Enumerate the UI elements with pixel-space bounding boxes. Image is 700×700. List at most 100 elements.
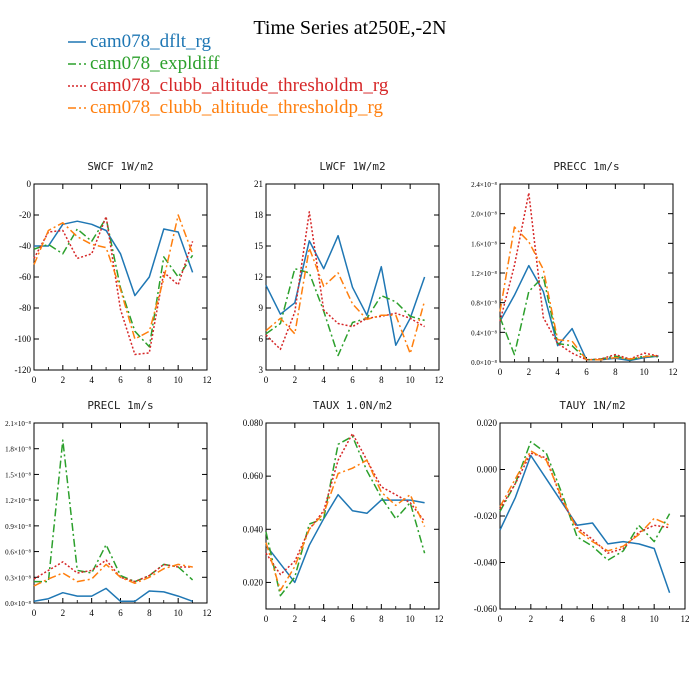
- y-tick-label: 0.000: [477, 465, 498, 475]
- series-line: [33, 214, 194, 340]
- y-tick-label: 0: [27, 179, 32, 189]
- x-tick-label: 0: [32, 608, 37, 618]
- legend-label: cam078_clubb_altitude_thresholdp_rg: [90, 97, 384, 118]
- series-line: [33, 215, 194, 356]
- panel-title: PRECL 1m/s: [87, 399, 153, 412]
- y-tick-label: 1.2×10⁻⁸: [471, 270, 497, 278]
- series-line: [265, 211, 425, 351]
- y-tick-label: 0.020: [477, 418, 498, 428]
- series-line: [33, 559, 193, 583]
- legend-item: cam078_clubb_altitude_thresholdm_rg: [68, 75, 389, 96]
- x-tick-label: 8: [379, 614, 384, 624]
- x-tick-label: 10: [640, 367, 650, 377]
- series-line: [265, 267, 425, 357]
- chart-panel: SWCF 1W/m2 0 2 4 6 8 10 12 0 -20 -40 -60 -80 -100 -120: [15, 160, 212, 385]
- chart-panel: PRECL 1m/s 0 2 4 6 8 10 12 0.0×10⁻⁸ 0.3×10⁻⁸ 0.6×1…: [5, 399, 211, 618]
- x-tick-label: 12: [435, 375, 444, 385]
- x-tick-label: 6: [590, 614, 595, 624]
- x-tick-label: 6: [350, 614, 355, 624]
- x-tick-label: 8: [621, 614, 626, 624]
- series-line: [499, 264, 659, 362]
- series-line: [499, 450, 670, 552]
- x-tick-label: 6: [350, 375, 355, 385]
- y-tick-label: 0.060: [243, 471, 264, 481]
- x-tick-label: 0: [32, 375, 37, 385]
- y-tick-label: 6: [259, 334, 264, 344]
- y-tick-label: 1.6×10⁻⁸: [471, 240, 497, 248]
- y-tick-label: -80: [19, 303, 31, 313]
- x-tick-label: 4: [555, 367, 560, 377]
- legend-item: cam078_clubb_altitude_thresholdp_rg: [68, 97, 384, 118]
- panel-title: LWCF 1W/m2: [319, 160, 385, 173]
- y-tick-label: 15: [254, 241, 264, 251]
- x-tick-label: 12: [681, 614, 690, 624]
- y-tick-label: 0.6×10⁻⁸: [5, 549, 31, 557]
- y-tick-label: 1.2×10⁻⁸: [5, 497, 31, 505]
- x-tick-label: 2: [529, 614, 534, 624]
- chart-panel: PRECC 1m/s 0 2 4 6 8 10 12 0.0×10⁻⁸ 0.4×10⁻⁸ 0.8×1…: [471, 160, 677, 377]
- y-tick-label: 2.4×10⁻⁸: [471, 181, 497, 189]
- legend-item: cam078_dflt_rg: [68, 31, 212, 52]
- panels: SWCF 1W/m2 0 2 4 6 8 10 12 0 -20 -40 -60 -80 -100 -120…: [5, 160, 689, 624]
- x-tick-label: 6: [118, 375, 123, 385]
- legend-label: cam078_dflt_rg: [90, 31, 212, 52]
- y-tick-label: 3: [259, 365, 264, 375]
- chart-panel: LWCF 1W/m2 0 2 4 6 8 10 12 3 6 9 12 15 18 21: [254, 160, 444, 385]
- x-tick-label: 12: [203, 608, 212, 618]
- chart-panel: TAUX 1.0N/m2 0 2 4 6 8 10 12 0.020 0.040 0.060 0.08…: [243, 399, 444, 624]
- panel-title: TAUY 1N/m2: [559, 399, 625, 412]
- y-tick-label: -100: [15, 334, 32, 344]
- y-tick-label: 0.040: [243, 524, 264, 534]
- y-tick-label: 0.0×10⁻⁸: [5, 600, 31, 608]
- x-tick-label: 0: [264, 614, 269, 624]
- x-tick-label: 10: [406, 614, 416, 624]
- chart-panel: TAUY 1N/m2 0 2 4 6 8 10 12 0.020 0.000 -0.020 -0.04…: [474, 399, 690, 624]
- x-tick-label: 0: [264, 375, 269, 385]
- y-tick-label: 0.0×10⁻⁸: [471, 359, 497, 367]
- series-line: [499, 454, 671, 593]
- y-tick-label: 0.8×10⁻⁸: [471, 300, 497, 308]
- panel-title: SWCF 1W/m2: [87, 160, 153, 173]
- x-tick-label: 0: [498, 614, 503, 624]
- y-tick-label: 2.1×10⁻⁸: [5, 420, 31, 428]
- y-tick-label: 1.8×10⁻⁸: [5, 446, 31, 454]
- x-tick-label: 12: [203, 375, 212, 385]
- panel-title: TAUX 1.0N/m2: [313, 399, 392, 412]
- x-tick-label: 10: [406, 375, 416, 385]
- y-tick-label: 9: [259, 303, 264, 313]
- series-line: [34, 439, 194, 583]
- y-tick-label: 12: [254, 272, 263, 282]
- y-tick-label: -120: [15, 365, 32, 375]
- x-tick-label: 0: [498, 367, 503, 377]
- y-tick-label: -40: [19, 241, 31, 251]
- x-tick-label: 8: [613, 367, 618, 377]
- y-tick-label: 0.4×10⁻⁸: [471, 329, 497, 337]
- x-tick-label: 4: [321, 614, 326, 624]
- x-tick-label: 12: [435, 614, 444, 624]
- panel-title: PRECC 1m/s: [553, 160, 619, 173]
- x-tick-label: 2: [61, 375, 66, 385]
- y-tick-label: 0.3×10⁻⁸: [5, 574, 31, 582]
- y-tick-label: 0.080: [243, 418, 264, 428]
- series-line: [265, 493, 425, 584]
- x-tick-label: 2: [61, 608, 66, 618]
- series-line: [265, 432, 426, 576]
- legend-item: cam078_expldiff: [68, 53, 220, 74]
- series-line: [33, 217, 194, 348]
- series-line: [499, 226, 659, 361]
- series-line: [499, 275, 659, 361]
- x-tick-label: 12: [669, 367, 678, 377]
- x-tick-label: 2: [293, 614, 298, 624]
- legend-label: cam078_expldiff: [90, 53, 220, 74]
- y-tick-label: -0.060: [474, 604, 498, 614]
- x-tick-label: 2: [293, 375, 298, 385]
- y-tick-label: -0.040: [474, 558, 498, 568]
- x-tick-label: 4: [321, 375, 326, 385]
- series-line: [499, 440, 671, 561]
- x-tick-label: 8: [147, 375, 152, 385]
- x-tick-label: 2: [527, 367, 532, 377]
- series-line: [34, 220, 194, 297]
- legend: cam078_dflt_rgcam078_expldiffcam078_club…: [68, 31, 389, 118]
- x-tick-label: 6: [584, 367, 589, 377]
